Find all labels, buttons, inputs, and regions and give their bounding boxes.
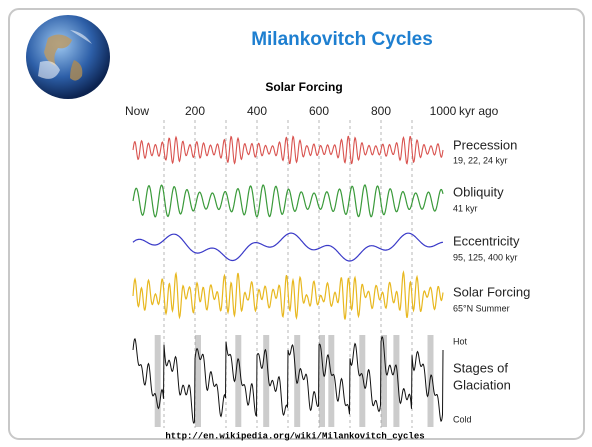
row-label: Eccentricity bbox=[453, 233, 520, 248]
x-label: 1000 bbox=[430, 104, 457, 118]
glacial-band bbox=[393, 335, 399, 427]
row-sublabel: 65°N Summer bbox=[453, 303, 510, 313]
x-label: 400 bbox=[247, 104, 267, 118]
glaciation-top: Hot bbox=[453, 336, 468, 346]
glacial-band bbox=[195, 335, 201, 427]
row-sublabel: 41 kyr bbox=[453, 203, 478, 213]
glacial-band bbox=[235, 335, 241, 427]
row-label: Obliquity bbox=[453, 184, 504, 199]
page: {"slide": { "title": "Milankovitch Cycle… bbox=[0, 0, 592, 447]
glacial-band bbox=[155, 335, 161, 427]
glaciation-label: Stages of bbox=[453, 360, 508, 375]
x-unit: kyr ago bbox=[459, 104, 499, 118]
glacial-band bbox=[359, 335, 365, 427]
slide: Milankovitch Cycles Solar Forcing Now 200… bbox=[0, 0, 592, 447]
glacial-band bbox=[319, 335, 325, 427]
glaciation-bottom: Cold bbox=[453, 414, 472, 424]
globe-icon bbox=[26, 15, 110, 99]
row-label: Precession bbox=[453, 137, 517, 152]
slide-title: Milankovitch Cycles bbox=[251, 29, 433, 50]
x-label: 200 bbox=[185, 104, 205, 118]
glacial-band bbox=[328, 335, 334, 427]
row-sublabel: 95, 125, 400 kyr bbox=[453, 252, 518, 262]
glaciation-label: Glaciation bbox=[453, 377, 511, 392]
figure-title: Solar Forcing bbox=[265, 80, 342, 94]
row-sublabel: 19, 22, 24 kyr bbox=[453, 155, 508, 165]
x-label: Now bbox=[125, 104, 149, 118]
glacial-band bbox=[294, 335, 300, 427]
source-link[interactable]: http://en.wikipedia.org/wiki/Milankovitc… bbox=[165, 431, 424, 441]
row-label: Solar Forcing bbox=[453, 284, 530, 299]
x-label: 800 bbox=[371, 104, 391, 118]
x-label: 600 bbox=[309, 104, 329, 118]
